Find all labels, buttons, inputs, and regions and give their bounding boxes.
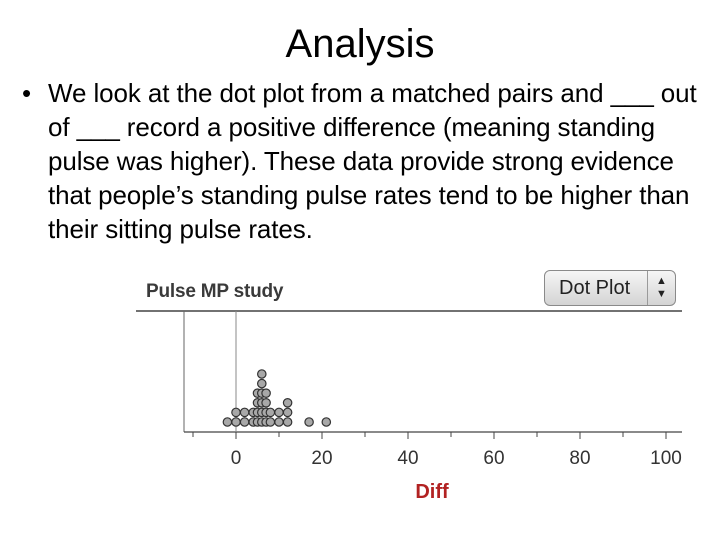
data-dot	[256, 369, 267, 379]
data-dot	[261, 388, 271, 398]
data-dot	[282, 397, 293, 408]
data-dot	[282, 407, 293, 418]
x-tick-label: 20	[311, 448, 332, 469]
data-dot	[239, 407, 250, 418]
data-dot	[261, 397, 271, 408]
plot-header: Pulse MP study Dot Plot ▲ ▼	[136, 268, 682, 312]
x-axis-label: Diff	[415, 481, 449, 503]
bullet-point: • We look at the dot plot from a matched…	[22, 76, 712, 246]
data-dot	[231, 417, 241, 427]
plot-type-select[interactable]: Dot Plot ▲ ▼	[544, 270, 676, 306]
plot-type-selected-label: Dot Plot	[559, 277, 631, 299]
data-dot	[239, 417, 250, 427]
data-dot	[304, 417, 314, 427]
data-dot	[222, 417, 233, 427]
dataset-name: Pulse MP study	[146, 281, 284, 302]
data-dot	[231, 407, 241, 418]
x-tick-label: 40	[397, 448, 418, 469]
x-tick-label: 60	[483, 448, 504, 469]
data-dot	[274, 417, 284, 427]
x-tick-label: 80	[569, 448, 590, 469]
x-tick-label: 0	[231, 448, 242, 469]
data-dot	[265, 417, 276, 427]
x-tick-label: 100	[650, 448, 682, 469]
data-dot	[265, 407, 276, 418]
data-dot	[274, 407, 284, 418]
slide-title: Analysis	[285, 22, 435, 66]
data-dot	[256, 378, 267, 389]
data-dot	[321, 417, 332, 427]
bullet-text: We look at the dot plot from a matched p…	[48, 78, 697, 244]
data-dot	[282, 417, 293, 427]
bullet-marker: •	[22, 78, 32, 108]
up-down-chevron-icon: ▲ ▼	[647, 271, 675, 305]
